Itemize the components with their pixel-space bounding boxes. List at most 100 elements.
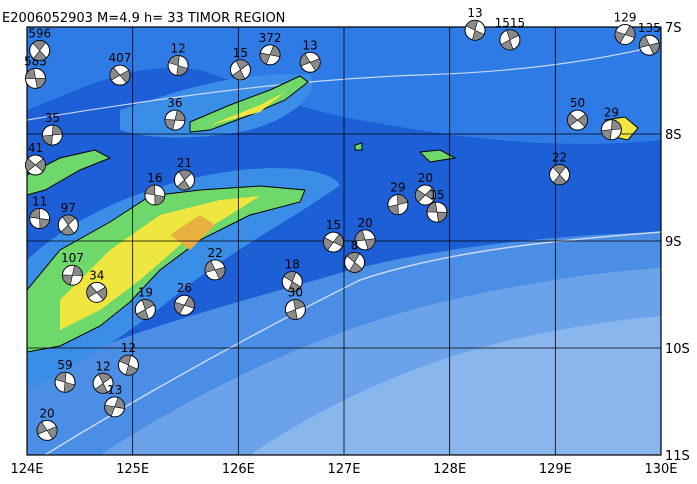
ticks: 124E 125E 126E 127E 128E 129E 130E 7S 8S 9S 10S 11S (10, 21, 689, 477)
beachball: 15 (322, 218, 344, 253)
depth-label: 135 (638, 21, 661, 35)
beachball-quadrant (136, 299, 155, 320)
beachball: 107 (61, 251, 84, 286)
depth-label: 59 (57, 358, 72, 372)
beachball: 12 (92, 359, 114, 394)
beachball-quadrant (42, 124, 63, 146)
beachball-quadrant (55, 371, 76, 393)
depth-label: 15 (233, 46, 248, 60)
beachball-quadrant (387, 194, 408, 215)
beachball: 97 (57, 201, 79, 236)
beachball-quadrant (323, 233, 344, 251)
beachball-quadrant (346, 252, 363, 273)
depth-label: 596 (28, 27, 51, 41)
beachball-quadrant (567, 112, 588, 128)
beachball: 8 (344, 238, 366, 273)
beachball-quadrant (109, 67, 131, 84)
beachball-quadrant (168, 55, 189, 76)
x-tick-label: 125E (116, 462, 149, 477)
beachball-quadrant (299, 53, 321, 72)
beachball: 407 (109, 51, 132, 86)
beachball-quadrant (283, 271, 302, 292)
beachball: 15 (426, 188, 448, 223)
beachball: 26 (173, 281, 195, 316)
depth-label: 13 (303, 38, 318, 52)
beachball: 11 (29, 195, 51, 230)
beachball-quadrant (29, 208, 50, 229)
beachball-quadrant (285, 299, 306, 320)
depth-label: 12 (121, 341, 136, 355)
beachball: 36 (164, 96, 186, 131)
beachball: 129 (614, 10, 637, 45)
depth-label: 21 (177, 156, 192, 170)
beachball-quadrant (144, 184, 166, 206)
beachball: 596 (28, 27, 51, 62)
beachball: 59 (54, 358, 76, 393)
depth-label: 19 (138, 285, 153, 299)
depth-label: 20 (357, 216, 372, 230)
depth-label: 26 (177, 281, 192, 295)
x-tick-label: 128E (433, 462, 466, 477)
title: E2006052903 M=4.9 h= 33 TIMOR REGION (2, 11, 285, 26)
beachball: 13 (464, 6, 486, 41)
beachball: 12 (117, 341, 139, 376)
beachball-quadrant (614, 25, 636, 44)
x-tick-label: 129E (539, 462, 572, 477)
beachball: 19 (134, 285, 156, 320)
depth-label: 22 (207, 246, 222, 260)
beachball: 585 (24, 54, 47, 89)
beachball-quadrant (601, 119, 622, 141)
depth-label: 372 (259, 31, 282, 45)
depth-label: 30 (288, 285, 303, 299)
beachball: 50 (567, 96, 589, 131)
y-tick-label: 9S (665, 235, 682, 250)
depth-label: 29 (604, 106, 619, 120)
beachball-quadrant (104, 397, 125, 417)
depth-label: 12 (95, 359, 110, 373)
beachball-quadrant (465, 19, 485, 41)
y-tick-label: 10S (665, 342, 690, 357)
beachball: 135 (638, 21, 661, 56)
beachball-quadrant (639, 35, 660, 55)
beachball-quadrant (32, 40, 47, 61)
beachball-quadrant (415, 187, 436, 203)
beachball: 16 (144, 171, 166, 206)
beachball-quadrant (25, 157, 46, 173)
beachball-quadrant (174, 295, 195, 315)
beachball-quadrant (94, 372, 112, 394)
depth-label: 15 (326, 218, 341, 232)
y-tick-label: 8S (665, 128, 682, 143)
depth-label: 13 (107, 383, 122, 397)
x-tick-label: 127E (327, 462, 360, 477)
depth-label: 22 (552, 151, 567, 165)
beachball: 22 (204, 246, 226, 281)
beachball: 30 (284, 285, 306, 320)
depth-label: 20 (39, 406, 54, 420)
frame (26, 26, 662, 456)
beachball: 12 (167, 42, 189, 77)
y-tick-label: 7S (665, 21, 682, 36)
beachball-quadrant (36, 421, 58, 440)
depth-label: 18 (285, 258, 300, 272)
events: 585 596 35 41 11 97 107 34 59 12 13 20 12 19 26 22 18 30 1… (24, 6, 661, 441)
depth-label: 16 (147, 171, 162, 185)
beachball-quadrant (204, 260, 226, 280)
beachball: 20 (36, 406, 58, 441)
beachball-quadrant (176, 169, 193, 191)
depth-label: 12 (170, 42, 185, 56)
beachball-quadrant (426, 201, 448, 223)
beachball: 20 (354, 216, 376, 251)
beachball-quadrant (354, 230, 376, 250)
beachball: 41 (24, 141, 46, 176)
depth-label: 29 (390, 181, 405, 195)
beachball: 29 (387, 181, 409, 216)
depth-label: 34 (89, 268, 104, 282)
beachball-quadrant (552, 164, 567, 185)
depth-label: 97 (61, 201, 76, 215)
depth-label: 35 (45, 111, 60, 125)
beachball-quadrant (231, 59, 250, 81)
beachball: 13 (104, 383, 126, 418)
depth-label: 407 (109, 51, 132, 65)
